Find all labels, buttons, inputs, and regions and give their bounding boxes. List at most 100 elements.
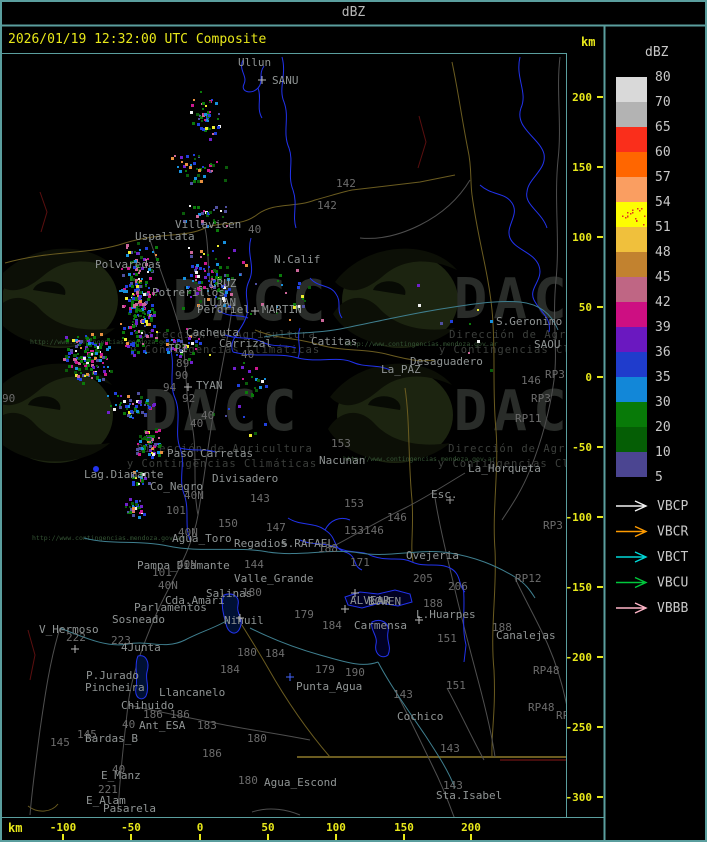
colorbar-swatch — [616, 102, 647, 127]
map-route-label: 184 — [265, 647, 285, 660]
x-tick-label: 200 — [461, 821, 481, 834]
vector-label: VBCR — [657, 525, 688, 540]
colorbar-value-label: 70 — [655, 95, 671, 110]
y-tick-label: 100 — [572, 231, 592, 244]
map-route-label: 150 — [218, 517, 238, 530]
colorbar-swatch — [616, 227, 647, 252]
colorbar-value-label: 42 — [655, 295, 671, 310]
map-route-label: RP12 — [515, 572, 542, 585]
map-route-label: 143 — [250, 492, 270, 505]
y-axis-unit: km — [581, 35, 595, 49]
map-route-label: 40 — [190, 417, 203, 430]
map-place-label: Ant_ESA — [139, 719, 186, 732]
x-tick-label: 0 — [197, 821, 204, 834]
colorbar-value-label: 57 — [655, 170, 671, 185]
map-place-label: E_Alam — [86, 794, 126, 807]
colorbar-value-label: 60 — [655, 145, 671, 160]
timestamp-bar: 2026/01/19 12:32:00 UTC Composite — [0, 27, 608, 51]
x-tick-label: -50 — [121, 821, 141, 834]
y-tick-label: -50 — [572, 441, 592, 454]
map-route-label: RP3 — [545, 368, 565, 381]
watermark-line2: y Contingencias Climáticas — [127, 458, 317, 470]
colorbar-swatch — [616, 302, 647, 327]
map-route-label: RP48 — [533, 664, 560, 677]
map-place-label: MARTIN — [262, 303, 302, 316]
map-place-label: Perdriel — [197, 303, 250, 316]
map-place-label: P.Jurado — [86, 669, 139, 682]
map-route-label: 184 — [220, 663, 240, 676]
map-place-label: Chihuido — [121, 699, 174, 712]
radar-site-cross-icon — [341, 605, 349, 613]
vector-arrow-icon — [616, 500, 648, 512]
map-place-label: Agua_Toro — [172, 532, 232, 545]
y-tick-label: -150 — [566, 581, 593, 594]
composite-timestamp: 2026/01/19 12:32:00 UTC Composite — [8, 31, 267, 47]
map-route-label: 151 — [446, 679, 466, 692]
watermark-line1: Dirección de Agricultura — [449, 329, 625, 341]
map-place-label: TPI — [168, 342, 188, 355]
colorbar-swatch — [616, 177, 647, 202]
colorbar-swatch — [616, 77, 647, 102]
map-place-label: Regadios — [234, 537, 287, 550]
map-place-label: Carrizal — [219, 337, 272, 350]
product-title: dBZ — [341, 5, 366, 20]
map-place-label: Parlamentos — [134, 601, 207, 614]
colorbar-swatch — [616, 377, 647, 402]
watermark-url: http://www.contingencias.mendoza.gov.ar — [345, 340, 498, 348]
map-route-label: RP48 — [528, 701, 555, 714]
map-route-label: 40 — [122, 718, 135, 731]
radar-site-cross-icon — [236, 614, 244, 622]
map-place-label: Ullun — [238, 56, 271, 69]
map-place-label: Potrerillos — [152, 286, 225, 299]
map-place-label: Carmensa — [354, 619, 407, 632]
map-place-label: Sta.Isabel — [436, 789, 502, 802]
geo-lines-layer — [4, 56, 566, 817]
y-axis-ticks: 200 150 100 50 0 -50 -100 -150 -200 -250 -300 — [566, 91, 603, 804]
vector-arrow-icon — [616, 525, 648, 538]
map-place-label: Pincheira — [85, 681, 145, 694]
map-place-label: E_Manz — [101, 769, 141, 782]
map-place-label: Desaguadero — [410, 355, 483, 368]
x-tick-label: 150 — [394, 821, 414, 834]
watermark-acronym: DACC — [173, 269, 332, 334]
map-route-label: 40N — [178, 526, 198, 539]
map-route-label: 143 — [440, 742, 460, 755]
map-place-label: N.Calif — [274, 253, 320, 266]
vector-label: VBCT — [657, 550, 688, 565]
map-place-label: Agua_Escond — [264, 776, 337, 789]
map-place-label: Divisadero — [212, 472, 278, 485]
map-route-label: 101 — [152, 566, 172, 579]
map-route-label: 223 — [111, 634, 131, 647]
map-route-label: 221 — [98, 783, 118, 796]
x-axis-unit: km — [8, 821, 22, 835]
map-route-label: 40 — [112, 763, 125, 776]
map-place-label: Cochico — [397, 710, 443, 723]
colorbar-swatch — [616, 352, 647, 377]
radar-site-cross-icon — [184, 383, 192, 391]
map-place-label: Paso_Carretas — [167, 447, 253, 460]
map-route-label: 146 — [387, 511, 407, 524]
map-place-label: Valle_Grande — [234, 572, 313, 585]
vector-arrow-icon — [616, 576, 648, 589]
map-place-label: Nihuil — [224, 614, 264, 627]
radar-site-cross-icon — [446, 496, 454, 504]
window-title-bar: dBZ — [0, 0, 707, 25]
map-place-label: TYAN — [196, 379, 223, 392]
x-tick-label: 100 — [326, 821, 346, 834]
watermark-acronym: DACC — [144, 379, 303, 444]
vector-label: VBBB — [657, 601, 688, 616]
y-tick-label: -100 — [566, 511, 593, 524]
map-place-label: Catitas — [311, 335, 357, 348]
map-place-label: Canalejas — [496, 629, 556, 642]
map-route-label: 89 — [176, 357, 189, 370]
map-route-label: 145 — [50, 736, 70, 749]
colorbar-value-label: 5 — [655, 470, 663, 485]
map-route-label: 147 — [266, 521, 286, 534]
watermark-url: http://www.contingencias.mendoza.gov.ar — [32, 534, 185, 542]
map-route-label: 90 — [2, 392, 15, 405]
map-route-label: 151 — [437, 632, 457, 645]
x-tick-label: -100 — [50, 821, 77, 834]
map-route-label: 186 — [143, 708, 163, 721]
map-place-label: LUJAN — [203, 296, 236, 309]
